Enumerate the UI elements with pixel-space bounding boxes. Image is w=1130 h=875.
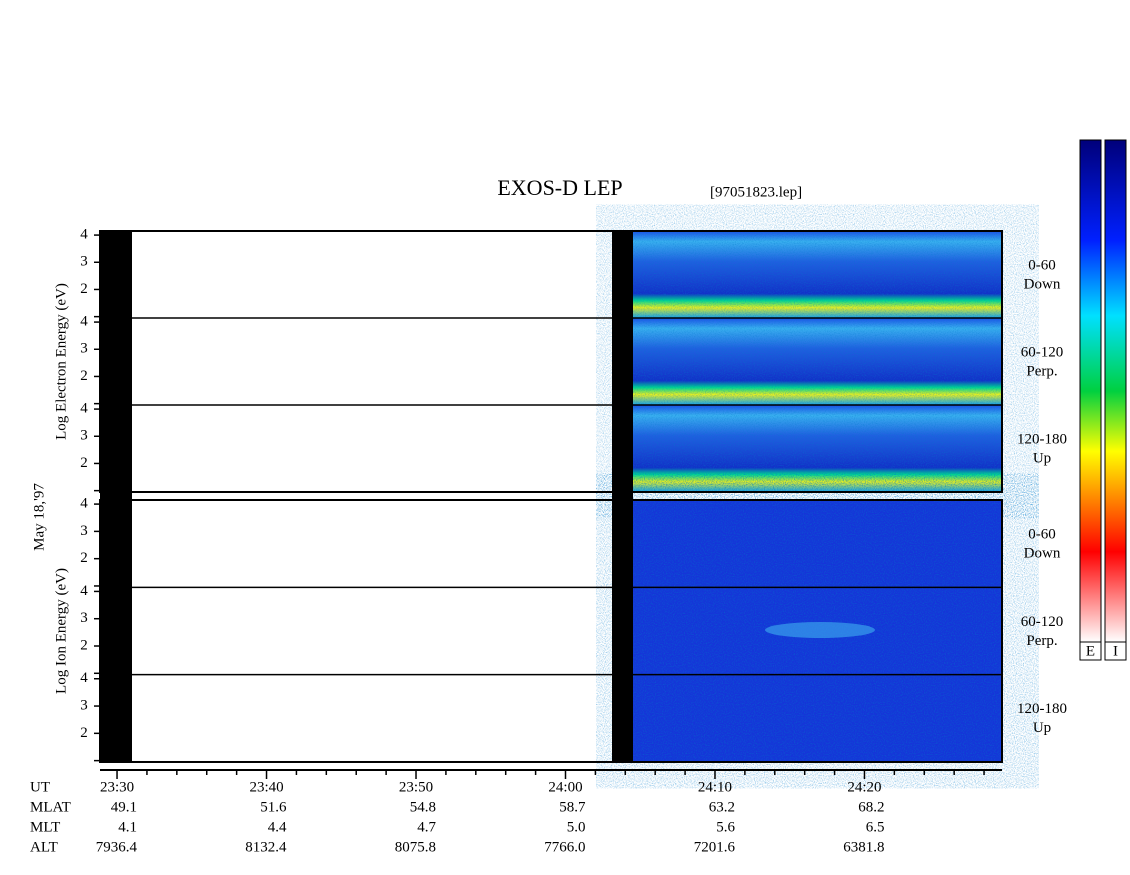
date-label: May 18,'97	[31, 483, 47, 551]
y-tick-label: 4	[80, 314, 88, 330]
y-tick-label: 4	[80, 227, 88, 243]
ephemeris-value: 6381.8	[843, 839, 884, 855]
ephemeris-label: UT	[30, 779, 50, 795]
ion-image	[633, 500, 1002, 762]
ephemeris-value: 6.5	[866, 819, 885, 835]
angle-label: 60-120	[1021, 344, 1064, 360]
colorbar-label: E	[1086, 643, 1095, 659]
direction-label: Perp.	[1026, 363, 1057, 379]
angle-label: 0-60	[1028, 257, 1056, 273]
ephemeris-value: 7936.4	[96, 839, 138, 855]
panel-frame	[99, 230, 1003, 493]
colorbar-label: I	[1113, 643, 1118, 659]
ephemeris-value: 49.1	[111, 799, 137, 815]
panel-frame	[99, 499, 1003, 763]
electron-image	[633, 231, 1002, 492]
x-tick-label: 23:30	[100, 779, 134, 795]
x-tick-label: 24:20	[847, 779, 881, 795]
x-tick-label: 23:50	[399, 779, 433, 795]
y-tick-label: 2	[80, 550, 88, 566]
angle-label: 0-60	[1028, 526, 1056, 542]
ephemeris-value: 7201.6	[694, 839, 736, 855]
direction-label: Perp.	[1026, 633, 1057, 649]
y-tick-label: 3	[80, 610, 88, 626]
ephemeris-value: 5.0	[567, 819, 586, 835]
ephemeris-value: 58.7	[559, 799, 586, 815]
ephemeris-label: MLAT	[30, 799, 71, 815]
y-tick-label: 2	[80, 281, 88, 297]
x-tick-label: 23:40	[249, 779, 283, 795]
direction-label: Down	[1024, 545, 1061, 561]
y-tick-label: 4	[80, 401, 88, 417]
y-tick-label: 2	[80, 637, 88, 653]
x-tick-label: 24:10	[698, 779, 732, 795]
y-tick-label: 2	[80, 455, 88, 471]
direction-label: Up	[1033, 450, 1051, 466]
x-tick-label: 24:00	[548, 779, 582, 795]
y-tick-label: 2	[80, 725, 88, 741]
ephemeris-value: 4.4	[268, 819, 287, 835]
y-tick-label: 4	[80, 583, 88, 599]
ephemeris-value: 4.1	[118, 819, 137, 835]
ephemeris-value: 5.6	[716, 819, 735, 835]
ephemeris-value: 51.6	[260, 799, 287, 815]
ephemeris-value: 8132.4	[245, 839, 287, 855]
ephemeris-value: 54.8	[410, 799, 436, 815]
y-tick-label: 4	[80, 670, 88, 686]
y-axis-label: Log Electron Energy (eV)	[53, 283, 69, 440]
ephemeris-value: 63.2	[709, 799, 735, 815]
y-tick-label: 3	[80, 428, 88, 444]
y-tick-label: 3	[80, 254, 88, 270]
ephemeris-label: MLT	[30, 819, 60, 835]
ephemeris-value: 8075.8	[395, 839, 436, 855]
ephemeris-value: 7766.0	[544, 839, 585, 855]
chart-title: EXOS-D LEP	[497, 175, 622, 200]
y-tick-label: 3	[80, 523, 88, 539]
angle-label: 120-180	[1017, 431, 1067, 447]
colorbars	[1079, 139, 1127, 661]
y-tick-label: 2	[80, 368, 88, 384]
y-tick-label: 4	[80, 496, 88, 512]
ephemeris-value: 4.7	[417, 819, 436, 835]
y-tick-label: 3	[80, 341, 88, 357]
direction-label: Down	[1024, 276, 1061, 292]
angle-label: 60-120	[1021, 614, 1064, 630]
file-name: [97051823.lep]	[710, 184, 802, 200]
y-tick-label: 3	[80, 697, 88, 713]
ephemeris-value: 68.2	[858, 799, 884, 815]
data-gaps	[100, 231, 633, 762]
y-axis-label: Log Ion Energy (eV)	[53, 568, 69, 694]
direction-label: Up	[1033, 720, 1051, 736]
ephemeris-label: ALT	[30, 839, 58, 855]
angle-label: 120-180	[1017, 701, 1067, 717]
